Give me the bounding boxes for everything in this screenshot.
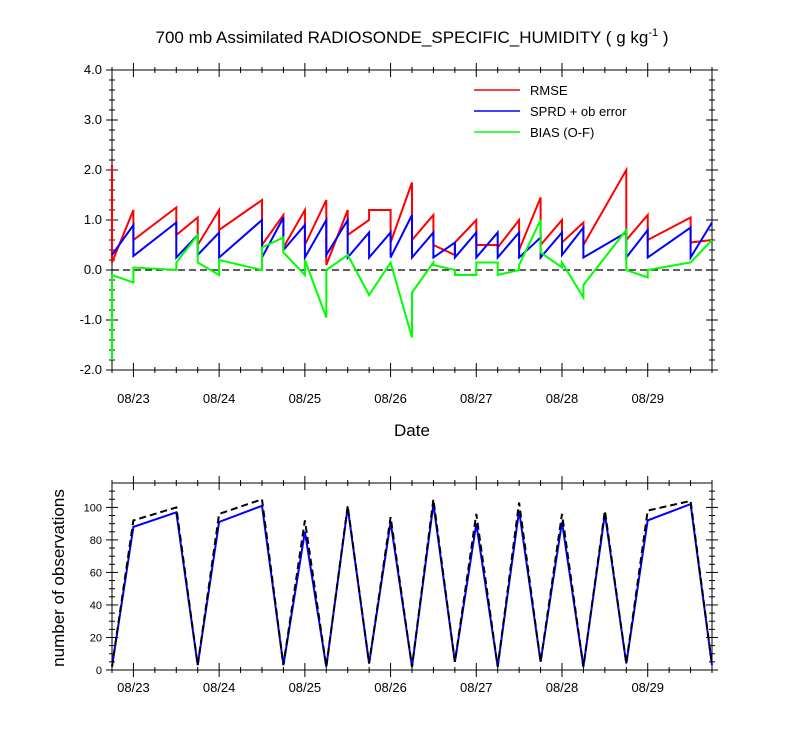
bottom-ticks: 0 20 40 60 80 100 08/23 08/24 08/25 08/26 08/27 08/… — [84, 476, 718, 695]
chart-0-y-tick-label-4: 2.0 — [84, 162, 102, 177]
bottom-y-axis-label: number of observations — [49, 489, 68, 667]
chart-0-x-tick-label-1: 08/24 — [203, 391, 236, 406]
chart-1-x-tick-label-2: 08/25 — [289, 680, 322, 695]
legend-rmse-label: RMSE — [530, 83, 568, 98]
chart-0-x-tick-label-5: 08/28 — [546, 391, 579, 406]
legend: RMSE SPRD + ob error BIAS (O-F) — [474, 83, 627, 140]
chart-0-y-tick-label-2: 0.0 — [84, 262, 102, 277]
chart-1-x-tick-label-5: 08/28 — [546, 680, 579, 695]
chart-1-y-tick-label-1: 20 — [90, 632, 102, 644]
chart-0-series-sprd-ob-error — [111, 214, 713, 262]
chart-0-x-tick-label-2: 08/25 — [289, 391, 322, 406]
top-chart: -2.0 -1.0 0.0 1.0 2.0 3.0 4.0 08/23 08/24 08/25 08… — [80, 62, 718, 440]
legend-bias-label: BIAS (O-F) — [530, 125, 594, 140]
chart-0-y-tick-label-5: 3.0 — [84, 112, 102, 127]
chart-1-x-tick-label-4: 08/27 — [460, 680, 493, 695]
chart-0-series-rmse — [111, 165, 713, 266]
chart-0-y-tick-label-0: -2.0 — [80, 362, 102, 377]
chart-0-y-tick-label-1: -1.0 — [80, 312, 102, 327]
legend-sprd-label: SPRD + ob error — [530, 104, 627, 119]
chart-1-series-total — [111, 497, 713, 667]
bottom-chart: 0 20 40 60 80 100 08/23 08/24 08/25 08/26 08/27 08/… — [49, 476, 718, 695]
top-x-axis-label: Date — [394, 421, 430, 440]
chart-1-y-tick-label-5: 100 — [84, 502, 102, 514]
chart-0-x-tick-label-4: 08/27 — [460, 391, 493, 406]
chart-0-x-tick-label-0: 08/23 — [117, 391, 150, 406]
chart-0-x-tick-label-3: 08/26 — [374, 391, 407, 406]
chart-1-series-assimilated — [111, 502, 713, 667]
chart-0-y-tick-label-3: 1.0 — [84, 212, 102, 227]
chart-1-x-tick-label-3: 08/26 — [374, 680, 407, 695]
chart-0-x-tick-label-6: 08/29 — [631, 391, 664, 406]
chart-1-y-tick-label-4: 80 — [90, 535, 102, 547]
chart-title: 700 mb Assimilated RADIOSONDE_SPECIFIC_H… — [156, 27, 669, 47]
chart-1-x-tick-label-1: 08/24 — [203, 680, 236, 695]
chart-1-y-tick-label-0: 0 — [96, 665, 102, 677]
top-series — [111, 165, 713, 360]
chart-0-series-bias-o-f — [111, 219, 713, 360]
chart-1-x-tick-label-0: 08/23 — [117, 680, 150, 695]
top-ticks: -2.0 -1.0 0.0 1.0 2.0 3.0 4.0 08/23 08/24 08/25 08… — [80, 62, 718, 406]
chart-1-x-tick-label-6: 08/29 — [631, 680, 664, 695]
chart-1-y-tick-label-2: 40 — [90, 600, 102, 612]
chart-1-y-tick-label-3: 60 — [90, 567, 102, 579]
bottom-series — [111, 497, 713, 667]
chart-0-y-tick-label-6: 4.0 — [84, 62, 102, 77]
